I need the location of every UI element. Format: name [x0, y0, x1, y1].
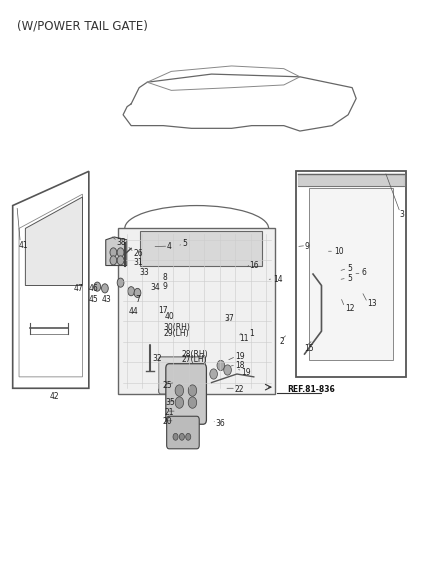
Text: 34: 34 [150, 283, 160, 292]
Text: 10: 10 [334, 247, 344, 256]
Text: 40: 40 [165, 312, 175, 321]
Text: 33: 33 [140, 268, 149, 278]
Text: 5: 5 [347, 274, 352, 283]
Text: 22: 22 [235, 385, 244, 394]
Text: 9: 9 [163, 282, 168, 291]
Circle shape [94, 282, 101, 291]
Polygon shape [309, 188, 393, 360]
Circle shape [188, 385, 197, 396]
Text: 1: 1 [249, 329, 253, 338]
Text: 8: 8 [163, 273, 168, 282]
Text: 37: 37 [224, 313, 234, 323]
Text: 6: 6 [362, 268, 367, 278]
Text: 5: 5 [347, 264, 352, 274]
Text: 31: 31 [133, 258, 143, 267]
Circle shape [217, 360, 225, 371]
FancyBboxPatch shape [167, 416, 199, 449]
Text: 32: 32 [152, 354, 162, 363]
Text: 20: 20 [163, 417, 173, 427]
Text: 15: 15 [305, 344, 314, 353]
Text: 19: 19 [235, 352, 244, 361]
Circle shape [186, 433, 191, 440]
Text: 11: 11 [239, 333, 248, 343]
Text: 25: 25 [163, 381, 173, 390]
FancyBboxPatch shape [166, 364, 206, 424]
Circle shape [117, 256, 124, 265]
Text: REF.81-836: REF.81-836 [288, 385, 335, 394]
Polygon shape [118, 228, 275, 394]
Circle shape [117, 278, 124, 287]
Text: 21: 21 [165, 408, 174, 417]
FancyBboxPatch shape [159, 357, 205, 394]
Text: 46: 46 [89, 284, 99, 293]
Text: 38: 38 [116, 238, 126, 247]
Text: 47: 47 [74, 284, 84, 293]
Polygon shape [106, 237, 127, 266]
Text: 7: 7 [135, 295, 140, 304]
Text: 36: 36 [216, 419, 225, 428]
Text: 42: 42 [50, 392, 60, 401]
Text: 12: 12 [345, 304, 354, 313]
Text: 41: 41 [19, 241, 29, 250]
Text: 43: 43 [102, 295, 111, 304]
Circle shape [175, 397, 184, 408]
Circle shape [188, 397, 197, 408]
Text: 9: 9 [305, 242, 310, 251]
Circle shape [175, 385, 184, 396]
Text: (W/POWER TAIL GATE): (W/POWER TAIL GATE) [17, 20, 148, 33]
Text: 35: 35 [165, 398, 175, 407]
Circle shape [110, 256, 117, 265]
Circle shape [173, 433, 178, 440]
Text: 3: 3 [400, 210, 405, 219]
Polygon shape [140, 231, 262, 266]
Circle shape [128, 287, 135, 296]
Text: 2: 2 [279, 337, 284, 346]
Circle shape [224, 365, 231, 375]
Text: 30(RH): 30(RH) [163, 323, 190, 332]
Text: 28(RH): 28(RH) [182, 349, 209, 359]
Circle shape [102, 284, 108, 293]
Text: 26: 26 [133, 249, 143, 258]
Circle shape [117, 248, 124, 257]
Circle shape [179, 433, 184, 440]
Text: 4: 4 [167, 242, 172, 251]
Text: 5: 5 [182, 239, 187, 248]
Text: 27(LH): 27(LH) [182, 355, 208, 364]
Circle shape [134, 288, 141, 297]
Polygon shape [25, 197, 82, 286]
Text: 29(LH): 29(LH) [163, 329, 189, 338]
Text: 16: 16 [250, 261, 259, 270]
Text: 19: 19 [241, 368, 251, 377]
Circle shape [210, 369, 217, 379]
Text: 45: 45 [89, 295, 99, 304]
Circle shape [110, 248, 117, 257]
Text: 17: 17 [159, 306, 168, 315]
Text: 18: 18 [235, 361, 244, 370]
Text: 44: 44 [129, 307, 139, 316]
Text: 13: 13 [367, 299, 377, 308]
Text: 14: 14 [273, 275, 283, 284]
